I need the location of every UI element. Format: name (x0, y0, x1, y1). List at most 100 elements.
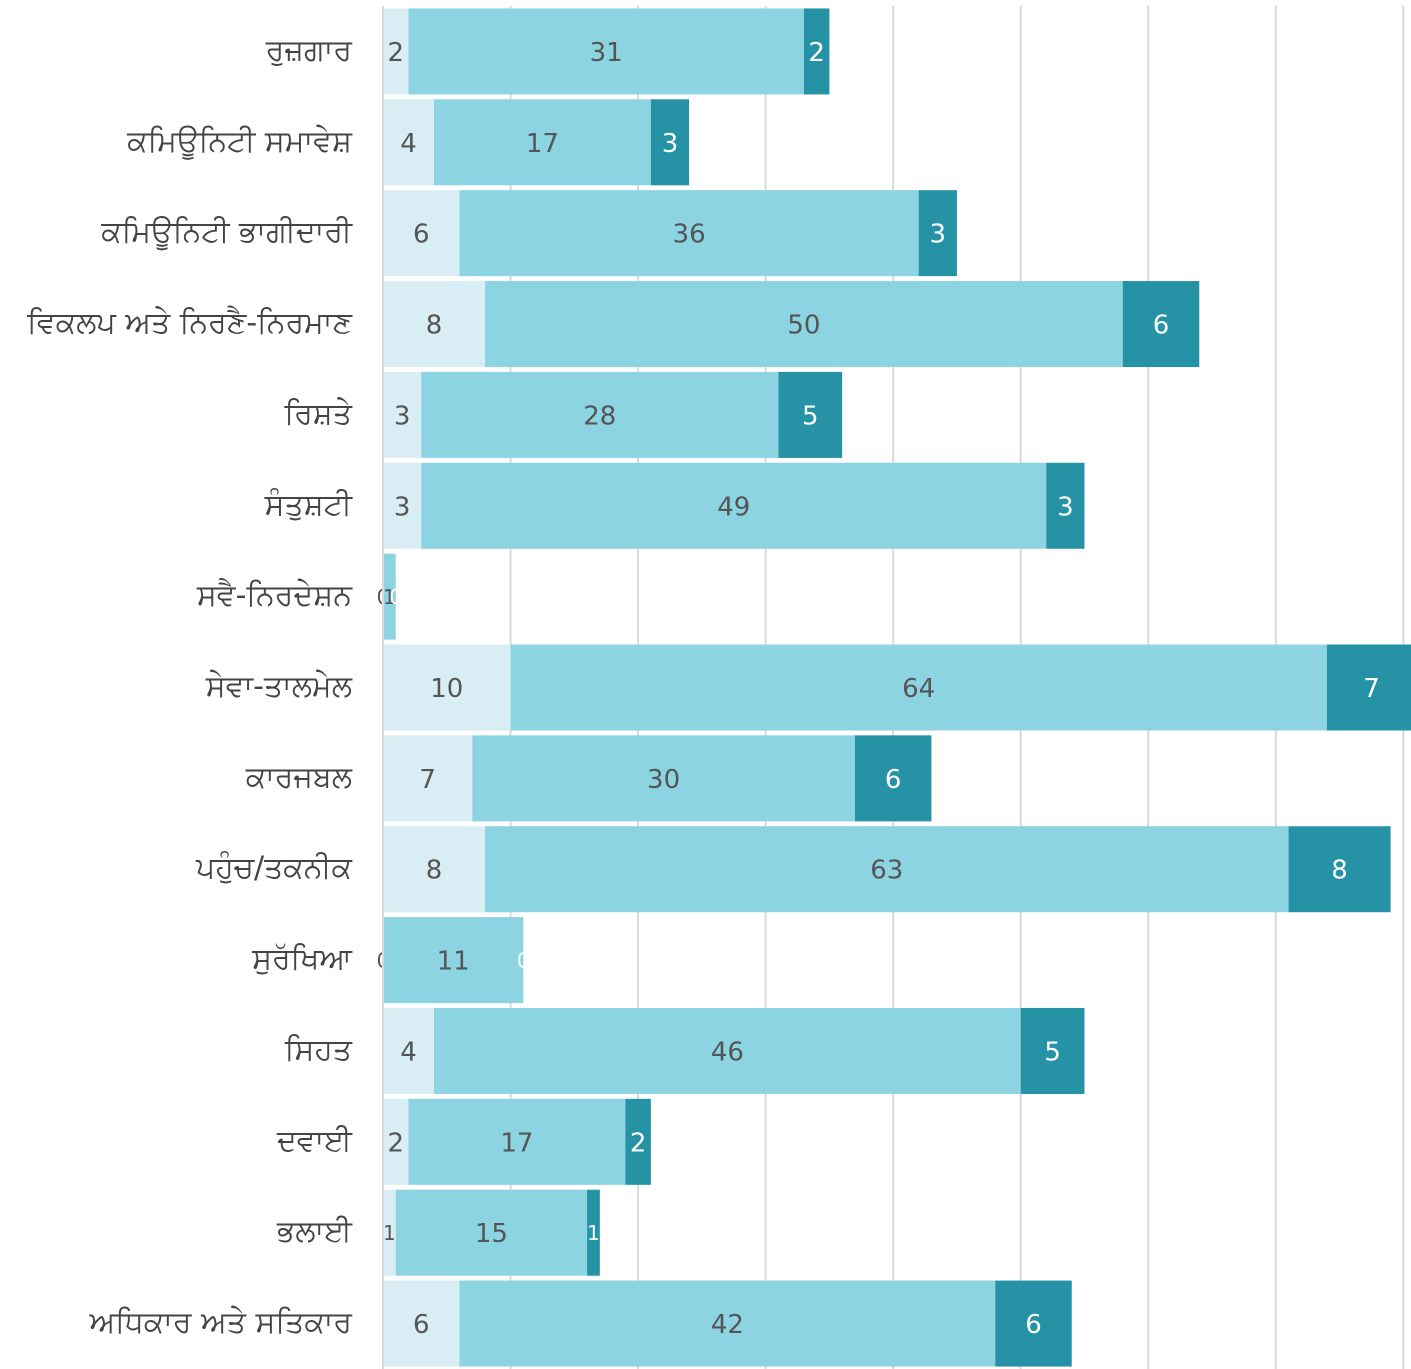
bar-segment (1326, 644, 1411, 731)
bar-segment (383, 1280, 460, 1367)
bar-segment (854, 735, 932, 822)
bar-segment (408, 1098, 626, 1185)
data-label: 30 (647, 765, 680, 795)
bar-segment (650, 99, 690, 186)
data-label: 1 (383, 585, 396, 609)
data-label: 8 (426, 856, 443, 886)
data-label: 2 (630, 1128, 647, 1158)
category-label: ਸੁਰੱਖਿਆ (251, 942, 353, 977)
data-label: 17 (526, 129, 559, 159)
data-label: 5 (802, 401, 819, 431)
bar-segment (383, 462, 422, 549)
data-label: 8 (426, 311, 443, 341)
bar-segment (803, 8, 830, 95)
bar-segment (421, 462, 1047, 549)
bar-segment (995, 1280, 1072, 1367)
bar-segment (383, 8, 409, 95)
bar-segment (459, 190, 919, 277)
data-label: 50 (787, 311, 820, 341)
bar-segment (383, 99, 435, 186)
category-label: ਪਹੁੰਚ/ਤਕਨੀਕ (195, 851, 353, 886)
data-label: 17 (500, 1128, 533, 1158)
data-label: 2 (387, 38, 404, 68)
bar-segment (510, 644, 1327, 731)
bar-segment (485, 281, 1123, 368)
bar-segment (625, 1098, 651, 1185)
bar-segment (485, 826, 1289, 913)
bar-segment (383, 281, 486, 368)
bar-segment (383, 826, 486, 913)
data-label: 6 (413, 220, 430, 250)
data-label: 7 (1363, 674, 1380, 704)
data-label: 3 (662, 129, 679, 159)
data-label: 0 (517, 949, 530, 973)
category-label: ਕਾਰਜਬਲ (245, 760, 353, 795)
data-label: 6 (1025, 1310, 1042, 1340)
category-label: ਰਿਸ਼ਤੇ (284, 396, 353, 431)
data-label: 2 (808, 38, 825, 68)
bar-segment (434, 99, 651, 186)
data-label: 7 (419, 765, 436, 795)
category-label: ਭਲਾਈ (276, 1214, 353, 1249)
bar-segment (918, 190, 957, 277)
bar-segment (434, 1007, 1021, 1094)
category-label: ਵਿਕਲਪ ਅਤੇ ਨਿਰਣੈ-ਨਿਰਮਾਣ (26, 306, 353, 341)
bar-segment (383, 644, 511, 731)
data-label: 6 (1153, 311, 1170, 341)
data-label: 3 (394, 492, 411, 522)
bar-segment (1288, 826, 1391, 913)
bar-segment (383, 553, 396, 640)
data-label: 49 (717, 492, 750, 522)
bar-segment (383, 1007, 435, 1094)
data-label: 3 (930, 220, 947, 250)
category-label: ਕਮਿਊਨਿਟੀ ਸਮਾਵੇਸ਼ (126, 124, 353, 160)
bar-segment (587, 1189, 600, 1276)
data-label: 63 (870, 856, 903, 886)
data-label: 1 (587, 1221, 600, 1245)
bar-segment (459, 1280, 996, 1367)
bar-segment (383, 917, 524, 1004)
data-label: 6 (885, 765, 902, 795)
data-label: 3 (394, 401, 411, 431)
bar-segment (395, 1189, 588, 1276)
data-label: 6 (413, 1310, 430, 1340)
bar-segment (383, 735, 473, 822)
bar-segment (421, 371, 779, 458)
bar-segment (1122, 281, 1200, 368)
data-label: 42 (711, 1310, 744, 1340)
bar-segment (383, 190, 460, 277)
data-label: 8 (1331, 856, 1348, 886)
category-label: ਦਵਾਈ (276, 1123, 353, 1158)
data-label: 3 (1057, 492, 1074, 522)
category-label: ਰੁਜ਼ਗਾਰ (265, 33, 353, 68)
data-label: 4 (400, 129, 417, 159)
data-label: 0 (389, 585, 402, 609)
category-label: ਅਧਿਕਾਰ ਅਤੇ ਸਤਿਕਾਰ (88, 1305, 352, 1340)
bar-segment (778, 371, 843, 458)
bar-segment (408, 8, 804, 95)
data-label: 15 (475, 1219, 508, 1249)
category-label: ਸਵੈ-ਨਿਰਦੇਸ਼ਨ (196, 578, 353, 613)
data-label: 64 (902, 674, 935, 704)
data-label: 36 (673, 220, 706, 250)
bar-segment (1020, 1007, 1085, 1094)
data-label: 2 (387, 1128, 404, 1158)
data-label: 5 (1044, 1037, 1061, 1067)
category-label: ਸੇਵਾ-ਤਾਲਮੇਲ (205, 669, 353, 704)
data-label: 4 (400, 1037, 417, 1067)
data-label: 10 (430, 674, 463, 704)
data-label: 11 (437, 947, 470, 977)
category-label: ਸਿਹਤ (284, 1032, 353, 1067)
category-label: ਸੰਤੁਸ਼ਟੀ (264, 487, 353, 522)
bar-segment (472, 735, 855, 822)
bar-segment (383, 1189, 396, 1276)
category-label: ਕਮਿਊਨਿਟੀ ਭਾਗੀਦਾਰੀ (100, 215, 353, 251)
data-label: 46 (711, 1037, 744, 1067)
data-label: 1 (383, 1221, 396, 1245)
data-label: 28 (583, 401, 616, 431)
bar-segment (1046, 462, 1085, 549)
bar-segment (383, 1098, 409, 1185)
data-label: 31 (590, 38, 623, 68)
bar-segment (383, 371, 422, 458)
